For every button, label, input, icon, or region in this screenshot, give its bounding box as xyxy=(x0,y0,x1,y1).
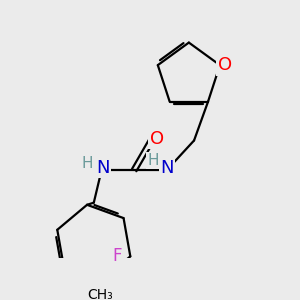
Text: O: O xyxy=(150,130,164,148)
Text: F: F xyxy=(112,248,122,266)
Text: N: N xyxy=(160,159,174,177)
Text: N: N xyxy=(96,159,110,177)
Text: H: H xyxy=(82,156,93,171)
Text: CH₃: CH₃ xyxy=(87,288,112,300)
Text: H: H xyxy=(147,153,159,168)
Text: O: O xyxy=(218,56,232,74)
